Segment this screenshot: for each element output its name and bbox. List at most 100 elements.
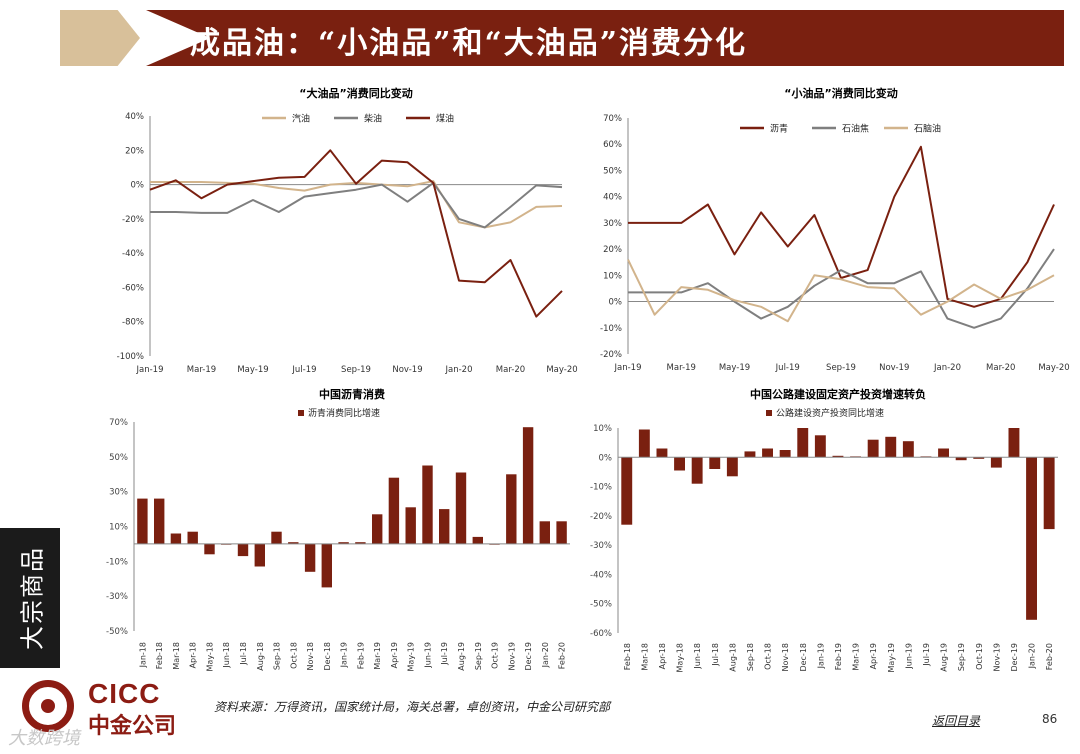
bar	[638, 429, 650, 458]
section-side-label: 大宗商品	[18, 546, 47, 650]
x-tick-label: Sep-19	[474, 642, 483, 670]
bar	[709, 457, 721, 469]
x-tick-label: Nov-19	[992, 643, 1001, 671]
bar	[726, 457, 738, 477]
x-tick-label: Feb-18	[155, 642, 164, 669]
bar	[779, 450, 791, 458]
series-line	[149, 149, 563, 318]
x-tick-label: Jan-19	[614, 363, 642, 373]
x-tick-label: Mar-18	[172, 642, 181, 670]
x-tick-label: Jun-18	[222, 642, 231, 669]
x-tick-label: Oct-18	[289, 642, 298, 669]
chart-title: “大油品”消费同比变动	[299, 86, 412, 100]
x-tick-label: May-19	[407, 642, 416, 671]
bar	[154, 498, 165, 544]
cicc-logo: CICC 中金公司	[22, 676, 194, 739]
x-tick-label: Mar-19	[187, 365, 216, 375]
x-tick-label: Feb-19	[834, 643, 843, 670]
legend-swatch	[766, 410, 772, 416]
x-tick-label: Nov-19	[507, 642, 516, 670]
series-line	[627, 259, 1055, 323]
x-tick-label: Apr-19	[390, 642, 399, 668]
bar	[1026, 457, 1037, 620]
chart-title: 中国沥青消费	[319, 387, 385, 401]
x-tick-label: May-19	[887, 643, 896, 672]
y-tick-label: -100%	[117, 352, 144, 362]
y-tick-label: -10%	[106, 557, 128, 567]
bar	[422, 465, 433, 544]
cicc-logo-mark	[22, 680, 74, 732]
x-tick-label: Jul-19	[291, 365, 316, 375]
legend-swatch	[298, 410, 304, 416]
section-side-tag: 大宗商品	[0, 528, 60, 668]
x-tick-label: Mar-19	[667, 363, 696, 373]
x-tick-label: Jun-19	[904, 643, 913, 670]
y-tick-label: 60%	[603, 140, 622, 150]
chart-title: “小油品”消费同比变动	[784, 86, 897, 100]
bar	[832, 455, 844, 458]
x-tick-label: Nov-18	[306, 642, 315, 670]
legend-label: 煤油	[436, 113, 454, 125]
x-tick-label: Mar-19	[852, 643, 861, 671]
y-tick-label: 0%	[599, 453, 613, 463]
y-tick-label: 70%	[109, 418, 128, 428]
x-tick-label: Sep-18	[746, 643, 755, 671]
x-tick-label: Jan-18	[138, 642, 147, 668]
watermark: 大数跨境	[8, 728, 80, 749]
y-tick-label: 20%	[125, 146, 144, 156]
x-tick-label: Sep-19	[826, 363, 856, 373]
x-tick-label: Jan-20	[541, 642, 550, 668]
x-tick-label: Dec-19	[1010, 643, 1019, 672]
series-line	[628, 145, 1055, 308]
x-tick-label: May-19	[237, 365, 268, 375]
y-tick-label: -80%	[122, 318, 144, 328]
y-tick-label: 30%	[109, 488, 128, 498]
x-tick-label: Dec-18	[323, 642, 332, 671]
back-to-contents-link[interactable]: 返回目录	[932, 714, 981, 728]
x-tick-label: Jun-19	[423, 642, 432, 669]
bar	[867, 439, 879, 458]
bar	[938, 448, 949, 458]
x-tick-label: Feb-20	[1045, 643, 1054, 670]
x-tick-label: Nov-18	[781, 643, 790, 671]
x-tick-label: Apr-19	[869, 643, 878, 669]
y-tick-label: -40%	[122, 249, 144, 259]
y-tick-label: -10%	[590, 483, 612, 493]
y-tick-label: 0%	[609, 298, 623, 308]
x-tick-label: Aug-18	[728, 643, 737, 672]
bar	[204, 543, 215, 555]
title-banner	[146, 10, 1064, 66]
y-tick-label: 40%	[603, 193, 622, 203]
x-tick-label: Apr-18	[658, 643, 667, 669]
bar	[237, 543, 249, 557]
bar	[621, 457, 633, 525]
x-tick-label: Mar-20	[986, 363, 1015, 373]
x-tick-label: May-18	[676, 643, 685, 672]
y-tick-label: -50%	[590, 600, 612, 610]
page-title: 成品油：“小油品”和“大油品”消费分化	[190, 26, 748, 61]
bar	[170, 533, 182, 544]
x-tick-label: Feb-20	[558, 642, 567, 669]
x-tick-label: Jan-19	[816, 643, 825, 669]
x-tick-label: Jan-19	[340, 642, 349, 668]
bar	[372, 514, 383, 544]
y-tick-label: -10%	[600, 324, 622, 334]
bar	[439, 509, 450, 544]
series-line	[150, 181, 563, 229]
bar	[990, 457, 1002, 468]
x-tick-label: May-18	[205, 642, 214, 671]
bar	[271, 531, 282, 544]
x-tick-label: Jul-18	[711, 643, 720, 667]
x-tick-label: Sep-19	[341, 365, 371, 375]
x-tick-label: Jul-19	[440, 642, 449, 666]
x-tick-label: Oct-19	[491, 642, 500, 669]
y-tick-label: 10%	[603, 271, 622, 281]
legend-label: 沥青消费同比增速	[308, 407, 380, 419]
x-tick-label: Jul-19	[775, 363, 800, 373]
x-tick-label: May-20	[546, 365, 577, 375]
x-tick-label: Jan-20	[933, 363, 961, 373]
bar	[355, 542, 366, 544]
title-accent-tab	[60, 10, 140, 66]
bar	[472, 536, 483, 544]
